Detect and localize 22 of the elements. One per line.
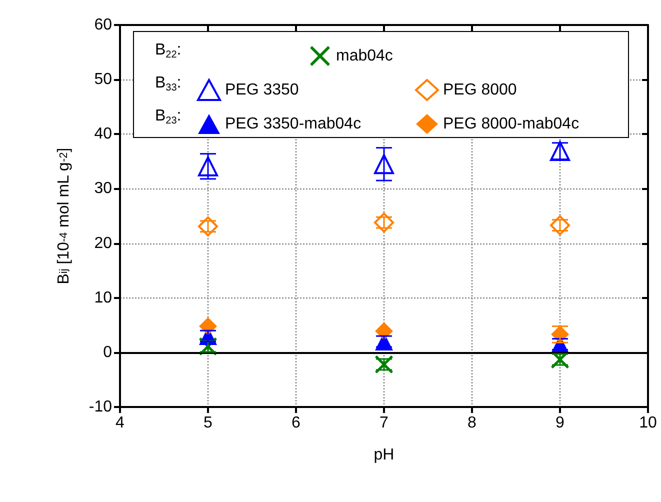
legend-label: mab04c	[336, 48, 393, 64]
x-tick-label: 8	[468, 414, 477, 432]
y-tick-label: 60	[94, 16, 112, 34]
x-tick-label: 4	[116, 414, 125, 432]
y-tick-label: -10	[88, 398, 112, 416]
y-tick-label: 50	[94, 71, 112, 88]
y-tick-label: 0	[103, 344, 112, 361]
y-tick-label: 40	[94, 126, 112, 143]
legend-label: PEG 3350-mab04c	[225, 116, 362, 132]
y-tick-label: 30	[94, 180, 112, 198]
y-axis-title: Bij [10-4 mol mL g-2]	[56, 148, 72, 284]
x-axis-title: pH	[374, 446, 394, 464]
x-tick-label: 6	[292, 414, 301, 432]
y-tick-label: 20	[94, 234, 112, 252]
x-tick-label: 9	[556, 414, 565, 432]
legend-label: PEG 3350	[225, 82, 299, 98]
legend-label: PEG 8000	[443, 82, 517, 98]
x-tick-label: 10	[639, 414, 657, 432]
x-tick-label: 5	[204, 414, 213, 432]
x-tick-label: 7	[380, 414, 389, 432]
y-tick-label: 10	[94, 289, 112, 306]
legend-label: PEG 8000-mab04c	[443, 116, 580, 132]
